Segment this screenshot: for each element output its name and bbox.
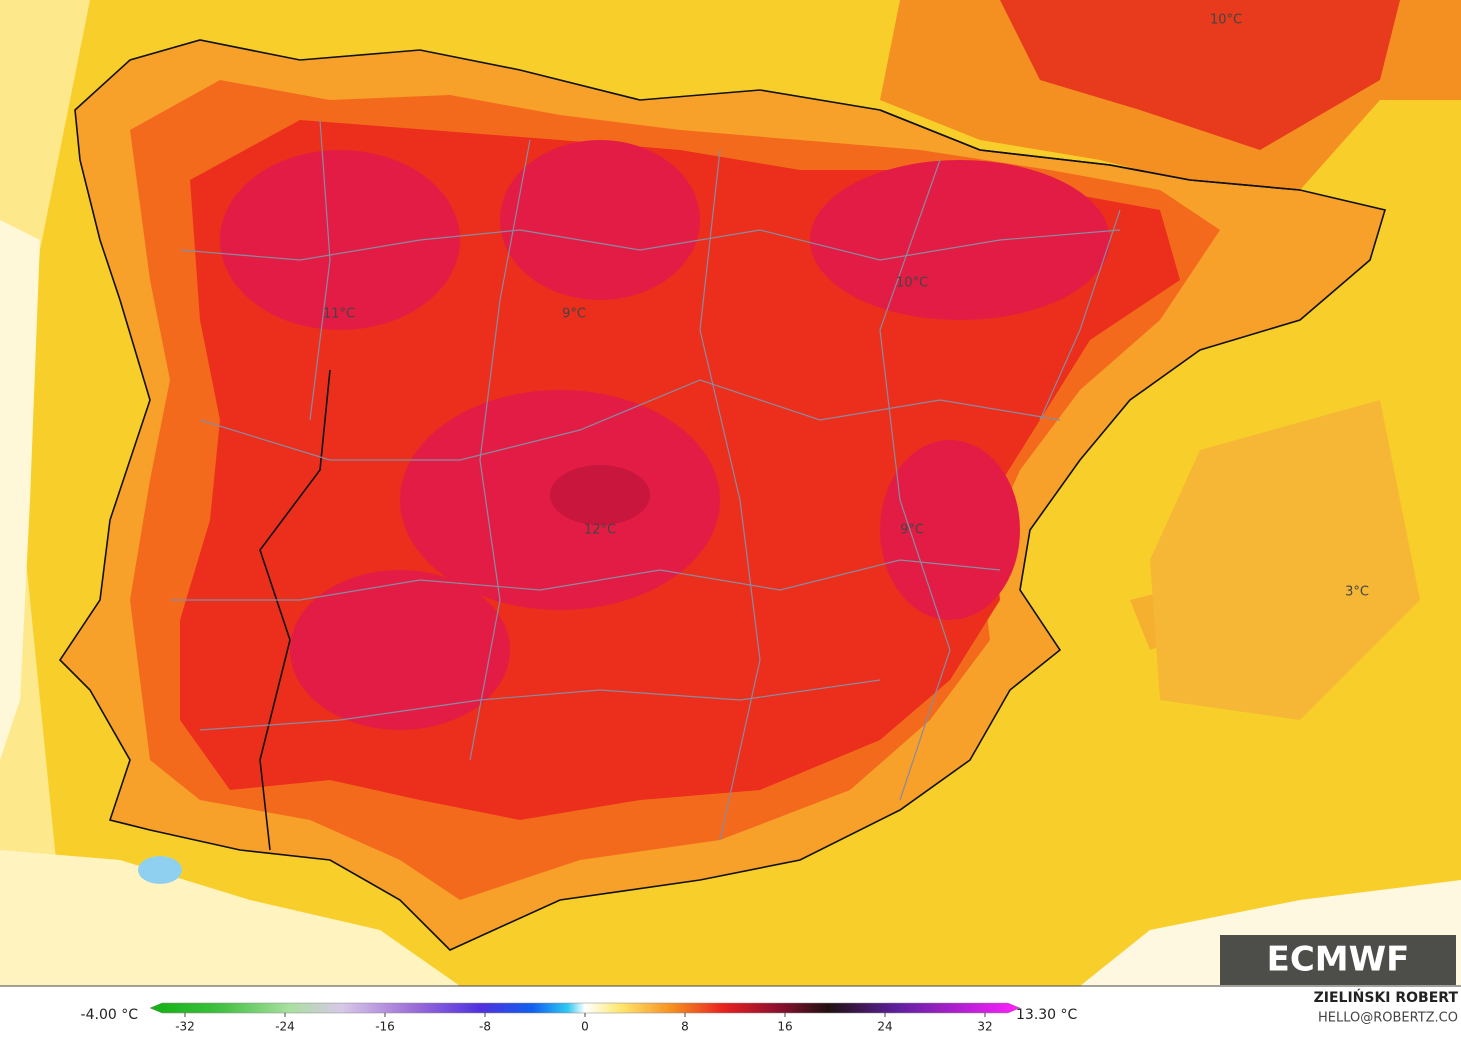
colorbar-tick-label: 8 — [681, 1020, 689, 1034]
temperature-label: 10°C — [1210, 13, 1242, 28]
colorbar-tick-label: 16 — [777, 1020, 792, 1034]
colorbar-tick-label: -16 — [375, 1020, 395, 1034]
hottest-area — [550, 465, 650, 525]
temperature-label: 9°C — [900, 523, 924, 538]
colorbar-tick-label: -8 — [479, 1020, 491, 1034]
warm-sea — [1150, 400, 1420, 720]
temperature-label: 10°C — [896, 276, 928, 291]
hot-area — [810, 160, 1110, 320]
map-labels: 10°C 11°C 9°C 10°C 12°C 9°C 3°C — [323, 13, 1369, 600]
colorbar-tick-label: -24 — [275, 1020, 295, 1034]
colorbar — [149, 1002, 1021, 1014]
border — [259, 369, 331, 851]
credit-author: ZIELIŃSKI ROBERT — [1314, 988, 1459, 1006]
colorbar-tick-label: 24 — [877, 1020, 892, 1034]
hot-area — [500, 140, 700, 300]
temperature-label: 3°C — [1345, 585, 1369, 600]
colorbar-tick-label: 0 — [581, 1020, 589, 1034]
logo: ECMWF — [1267, 940, 1410, 980]
credit-contact: HELLO@ROBERTZ.CO — [1318, 1011, 1458, 1026]
cold-spot — [138, 856, 182, 884]
coastline — [58, 39, 1387, 951]
region-borders — [170, 119, 1121, 841]
colorbar-max-label: 13.30 °C — [1016, 1007, 1078, 1023]
hot-area — [220, 150, 460, 330]
colorbar-tick-label: -32 — [175, 1020, 195, 1034]
map-layer: ECMWF — [0, 0, 1461, 986]
hot-area — [880, 440, 1020, 620]
colorbar-tick-label: 32 — [977, 1020, 992, 1034]
south-pale — [0, 850, 460, 986]
colorbar-min-label: -4.00 °C — [81, 1007, 139, 1023]
temperature-label: 11°C — [323, 307, 355, 322]
hot-area — [290, 570, 510, 730]
logo-box — [1220, 935, 1456, 985]
temperature-label: 12°C — [584, 523, 616, 538]
border — [879, 109, 1301, 191]
france-red — [1000, 0, 1400, 150]
temperature-label: 9°C — [562, 307, 586, 322]
colorbar-ticks: -32 -24 -16 -8 0 8 16 24 32 — [175, 1013, 993, 1034]
atlantic-white — [0, 220, 40, 760]
